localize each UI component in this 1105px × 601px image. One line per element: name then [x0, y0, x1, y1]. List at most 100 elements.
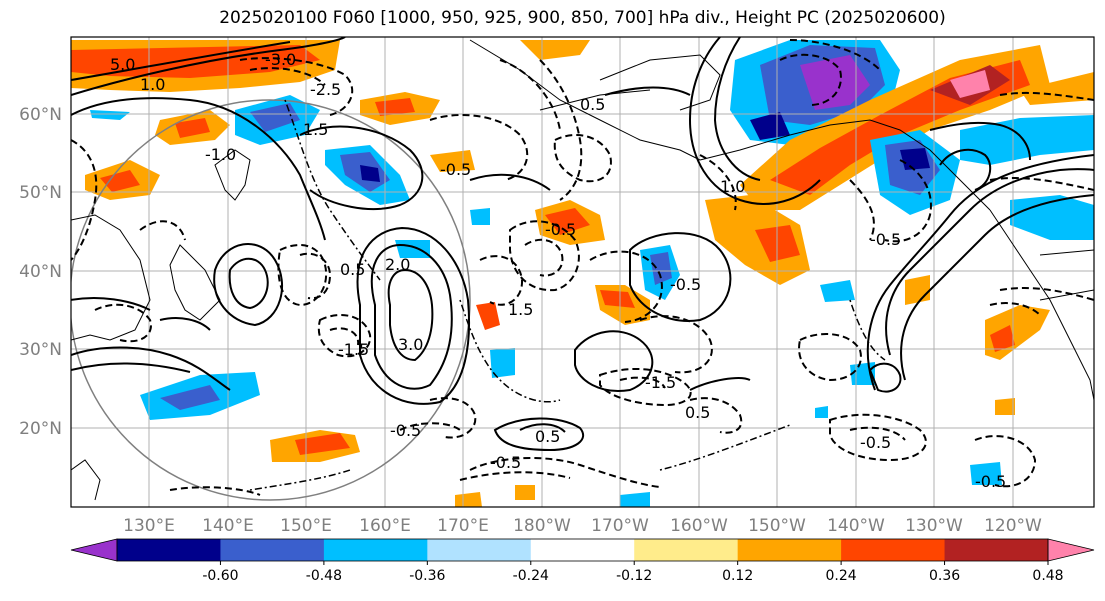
shaded-area	[820, 280, 855, 302]
contour-label: 1.5	[508, 300, 533, 319]
colorbar-arrow-low	[70, 538, 118, 562]
contour-label: -1.0	[205, 145, 236, 164]
contour-label: -0.5	[545, 220, 576, 239]
shaded-area	[905, 275, 930, 305]
longitude-label: 170°E	[437, 516, 489, 536]
plot-frame	[70, 36, 1095, 508]
shaded-area	[900, 148, 930, 170]
shaded-area	[960, 115, 1094, 165]
colorbar-tick-label: -0.48	[306, 568, 342, 584]
longitude-label: 150°E	[280, 516, 332, 536]
shaded-area	[430, 150, 475, 172]
range-circle	[71, 99, 471, 501]
shaded-area	[295, 433, 350, 455]
contour-label: -0.5	[870, 230, 901, 249]
height-contours-negative	[71, 39, 1094, 496]
colorbar-segment	[944, 539, 1049, 561]
contour-label: 2.0	[385, 255, 410, 274]
contour-label: 3.0	[398, 335, 423, 354]
contour-label: -0.5	[440, 160, 471, 179]
shaded-area	[815, 406, 828, 418]
longitude-label: 130°W	[905, 516, 963, 536]
colorbar-segments	[70, 538, 1095, 562]
colorbar-tick-label: 0.12	[722, 568, 753, 584]
colorbar-segment	[737, 539, 842, 561]
shaded-area	[175, 118, 210, 138]
shaded-area	[476, 302, 500, 330]
colorbar-tick-label: 0.36	[929, 568, 960, 584]
contour-label: -0.5	[390, 421, 421, 440]
latitude-label: 50°N	[19, 183, 62, 203]
shaded-area	[970, 462, 1002, 485]
contour-label: 0.5	[535, 427, 560, 446]
colorbar-segment	[530, 539, 635, 561]
colorbar-arrow-high	[1047, 538, 1095, 562]
longitude-label: 150°W	[748, 516, 806, 536]
latitude-label: 30°N	[19, 340, 62, 360]
shaded-area	[620, 492, 650, 507]
contour-label: -0.5	[490, 453, 521, 472]
latitude-label: 60°N	[19, 105, 62, 125]
contour-label: 0.5	[340, 260, 365, 279]
graticule	[71, 37, 1094, 507]
contour-label: 0.5	[580, 95, 605, 114]
contour-label: 1.0	[720, 177, 745, 196]
longitude-label: 180°W	[513, 516, 571, 536]
colorbar: -0.60 -0.48 -0.36 -0.24 -0.12 0.12 0.24 0.36 0.4…	[70, 538, 1095, 584]
contour-label: -0.5	[860, 433, 891, 452]
height-contours-positive	[71, 37, 1094, 452]
shaded-area	[490, 348, 515, 378]
contour-label: -1.5	[645, 373, 676, 392]
longitude-label: 140°W	[827, 516, 885, 536]
shaded-area	[950, 70, 990, 98]
longitude-label: 120°W	[984, 516, 1042, 536]
contour-label: -2.5	[310, 80, 341, 99]
colorbar-segment	[427, 539, 532, 561]
colorbar-tick-label: -0.60	[202, 568, 238, 584]
longitude-label: 170°W	[591, 516, 649, 536]
shaded-area	[750, 112, 790, 140]
colorbar-segment	[220, 539, 325, 561]
shaded-area	[520, 40, 590, 60]
colorbar-segment	[634, 539, 739, 561]
shaded-area	[995, 398, 1015, 415]
shaded-area	[800, 55, 870, 110]
contour-label: -1.5	[338, 340, 369, 359]
shaded-area	[250, 103, 300, 132]
shaded-area	[515, 485, 535, 500]
colorbar-segment	[323, 539, 428, 561]
shaded-area	[650, 252, 672, 285]
contour-label: 0.5	[685, 403, 710, 422]
longitude-label: 160°E	[359, 516, 411, 536]
contour-label: 5.0	[110, 55, 135, 74]
contour-label: -0.5	[975, 472, 1006, 491]
colorbar-tick-label: 0.24	[826, 568, 857, 584]
colorbar-segment	[841, 539, 946, 561]
shaded-area	[100, 170, 140, 192]
longitude-label: 160°W	[670, 516, 728, 536]
longitude-label: 130°E	[123, 516, 175, 536]
shaded-area	[160, 385, 220, 410]
colorbar-frame	[116, 538, 1049, 562]
colorbar-tick-label: -0.24	[513, 568, 549, 584]
shaded-area	[455, 492, 482, 507]
shaded-area	[1020, 72, 1094, 105]
colorbar-segment	[117, 539, 221, 561]
longitude-label: 140°E	[202, 516, 254, 536]
shaded-area	[990, 325, 1015, 352]
colorbar-tick-label: -0.12	[616, 568, 652, 584]
shaded-area	[1010, 195, 1094, 240]
shaded-area	[470, 208, 490, 225]
longitude-labels: 130°E 140°E 150°E 160°E 170°E 180°W 170°…	[123, 516, 1042, 536]
latitude-labels: 60°N 50°N 40°N 30°N 20°N	[19, 105, 62, 439]
latitude-label: 40°N	[19, 262, 62, 282]
contour-label: -0.5	[670, 275, 701, 294]
latitude-label: 20°N	[19, 419, 62, 439]
shaded-area	[90, 110, 130, 120]
map-plot-area: 5.0 -3.0 1.0 -2.5 1.5 -0.5 -1.0 0.5 2.0 …	[71, 37, 1094, 507]
map-title: 2025020100 F060 [1000, 950, 925, 900, 85…	[219, 8, 946, 28]
contour-label: 1.5	[303, 120, 328, 139]
contour-label: -3.0	[265, 50, 296, 69]
zero-contour	[249, 99, 886, 491]
